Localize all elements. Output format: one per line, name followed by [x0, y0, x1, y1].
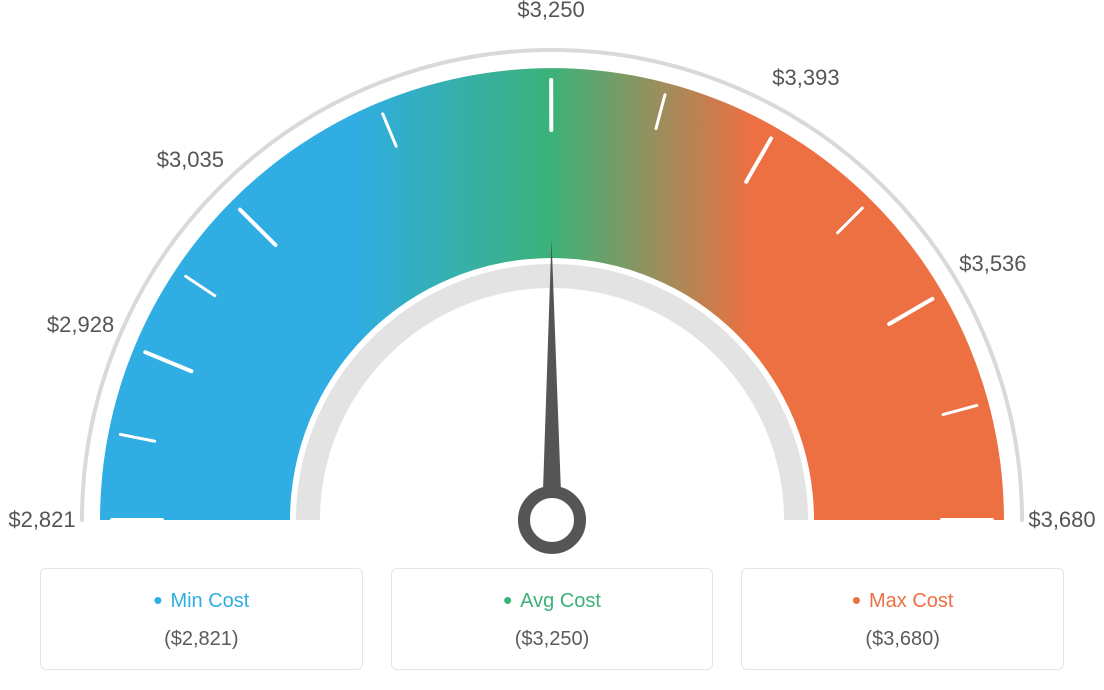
legend-avg-value: ($3,250): [402, 628, 703, 651]
legend-row: Min Cost ($2,821) Avg Cost ($3,250) Max …: [40, 568, 1064, 670]
legend-card-avg: Avg Cost ($3,250): [391, 568, 714, 670]
legend-avg-title: Avg Cost: [402, 585, 703, 616]
gauge-tick-label: $2,928: [47, 312, 114, 338]
legend-max-value: ($3,680): [752, 628, 1053, 651]
gauge-tick-label: $2,821: [8, 507, 75, 533]
legend-card-min: Min Cost ($2,821): [40, 568, 363, 670]
gauge-tick-label: $3,536: [959, 251, 1026, 277]
legend-min-value: ($2,821): [51, 628, 352, 651]
gauge-tick-label: $3,250: [517, 0, 584, 23]
legend-card-max: Max Cost ($3,680): [741, 568, 1064, 670]
legend-max-title: Max Cost: [752, 585, 1053, 616]
gauge-svg: [0, 0, 1104, 560]
gauge-tick-label: $3,035: [157, 147, 224, 173]
gauge-chart: $2,821 $2,928 $3,035 $3,250 $3,393 $3,536 $3,6…: [0, 0, 1104, 560]
legend-min-title: Min Cost: [51, 585, 352, 616]
gauge-tick-label: $3,680: [1028, 507, 1095, 533]
gauge-tick-label: $3,393: [772, 65, 839, 91]
